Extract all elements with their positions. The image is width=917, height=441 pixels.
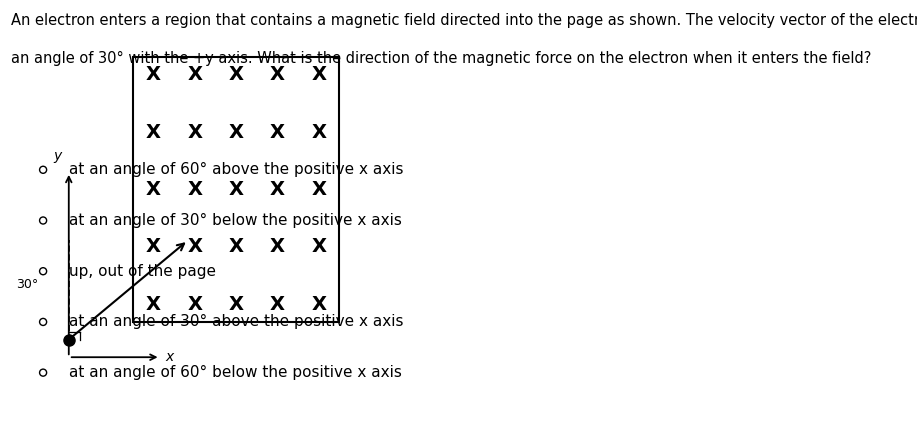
Text: X: X <box>228 237 244 257</box>
Text: y: y <box>54 149 61 163</box>
Text: An electron enters a region that contains a magnetic field directed into the pag: An electron enters a region that contain… <box>11 13 917 28</box>
Text: X: X <box>312 123 326 142</box>
Text: at an angle of 60° below the positive x axis: at an angle of 60° below the positive x … <box>69 365 402 380</box>
Text: X: X <box>187 123 202 142</box>
Text: X: X <box>228 65 244 85</box>
Text: X: X <box>312 295 326 314</box>
Text: an angle of 30° with the +y axis. What is the direction of the magnetic force on: an angle of 30° with the +y axis. What i… <box>11 51 871 66</box>
Text: X: X <box>312 65 326 85</box>
Text: X: X <box>271 180 285 199</box>
Text: at an angle of 30° below the positive x axis: at an angle of 30° below the positive x … <box>69 213 402 228</box>
Text: at an angle of 30° above the positive x axis: at an angle of 30° above the positive x … <box>69 314 403 329</box>
Text: X: X <box>146 123 160 142</box>
Text: X: X <box>271 237 285 257</box>
Text: X: X <box>187 295 202 314</box>
Text: up, out of the page: up, out of the page <box>69 264 215 279</box>
Text: X: X <box>228 295 244 314</box>
Text: X: X <box>187 237 202 257</box>
Text: X: X <box>312 180 326 199</box>
Text: X: X <box>271 123 285 142</box>
Text: X: X <box>146 295 160 314</box>
Text: X: X <box>187 65 202 85</box>
Text: X: X <box>146 237 160 257</box>
Text: X: X <box>146 65 160 85</box>
Text: X: X <box>271 295 285 314</box>
Text: X: X <box>228 123 244 142</box>
Text: X: X <box>146 180 160 199</box>
Text: at an angle of 60° above the positive x axis: at an angle of 60° above the positive x … <box>69 162 403 177</box>
Text: 30°: 30° <box>17 278 39 292</box>
Text: X: X <box>312 237 326 257</box>
Text: x: x <box>165 350 173 364</box>
Text: X: X <box>271 65 285 85</box>
Text: X: X <box>228 180 244 199</box>
Bar <box>133 57 339 322</box>
Text: X: X <box>187 180 202 199</box>
